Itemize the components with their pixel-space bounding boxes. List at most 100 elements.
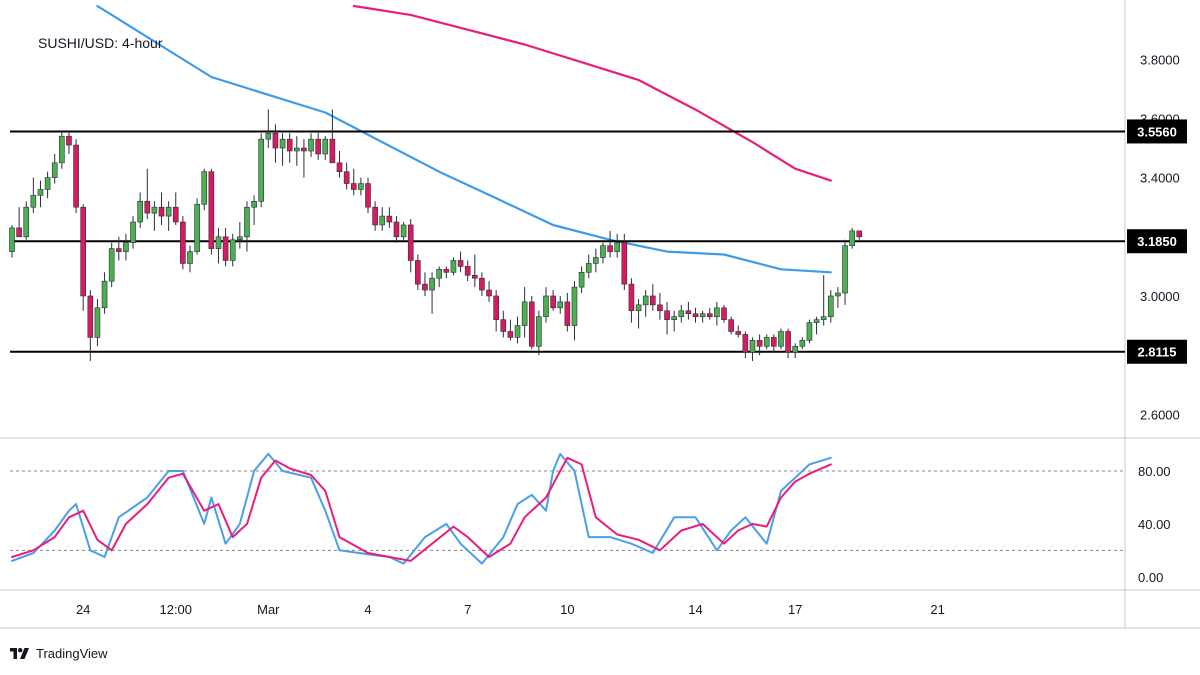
candle-bearish[interactable] [771,337,777,347]
candle-bearish[interactable] [301,147,307,152]
candle-bullish[interactable] [593,257,599,264]
candle-bearish[interactable] [365,183,371,208]
price-panel[interactable] [9,4,1126,362]
candle-bullish[interactable] [400,224,407,238]
candle-bullish[interactable] [600,245,606,258]
candle-bullish[interactable] [37,189,44,196]
candle-bullish[interactable] [585,263,592,273]
candle-bullish[interactable] [108,248,115,282]
candle-bullish[interactable] [521,301,528,326]
candle-bullish[interactable] [806,322,813,341]
candle-bearish[interactable] [664,310,670,320]
candle-bullish[interactable] [571,286,578,326]
candle-bearish[interactable] [721,307,727,320]
candle-bullish[interactable] [849,230,855,246]
candle-bearish[interactable] [372,206,378,226]
candle-bullish[interactable] [614,242,621,252]
candle-bullish[interactable] [578,272,585,288]
candle-bullish[interactable] [678,310,685,317]
candle-bullish[interactable] [820,316,827,320]
candle-bearish[interactable] [172,206,179,223]
candle-bearish[interactable] [464,266,471,276]
candle-bearish[interactable] [180,221,186,264]
candle-bullish[interactable] [130,221,136,244]
candle-bullish[interactable] [450,260,457,273]
candle-bullish[interactable] [279,138,286,149]
candle-bearish[interactable] [706,313,713,317]
candle-bearish[interactable] [471,274,478,279]
candle-bullish[interactable] [30,195,37,208]
candle-bullish[interactable] [44,177,51,190]
candle-bullish[interactable] [322,138,329,155]
candle-bearish[interactable] [80,206,86,297]
candle-bearish[interactable] [336,162,343,172]
candle-bullish[interactable] [251,200,257,208]
candle-bullish[interactable] [201,171,208,205]
candle-bearish[interactable] [393,221,400,238]
candle-bullish[interactable] [293,147,300,152]
candle-bearish[interactable] [728,319,734,332]
candle-bullish[interactable] [94,307,101,338]
candle-bearish[interactable] [756,340,763,347]
stochastic-panel[interactable] [11,452,832,565]
candle-bearish[interactable] [116,248,122,252]
candle-bullish[interactable] [543,295,549,317]
candle-bullish[interactable] [778,331,784,347]
candle-bearish[interactable] [856,230,863,238]
candle-bearish[interactable] [607,245,613,252]
candle-bullish[interactable] [101,280,108,309]
candle-bearish[interactable] [628,283,635,312]
moving-average-fast-line[interactable] [96,4,832,274]
candle-bullish[interactable] [194,203,200,252]
candle-bullish[interactable] [714,307,720,317]
candle-bullish[interactable] [842,245,848,294]
candle-bearish[interactable] [564,301,571,326]
candle-bullish[interactable] [258,138,265,202]
candle-bullish[interactable] [51,162,58,178]
candle-bearish[interactable] [486,289,492,297]
candle-bearish[interactable] [386,215,393,223]
candle-bullish[interactable] [9,227,15,252]
candle-bullish[interactable] [514,325,521,338]
candle-bullish[interactable] [635,304,642,312]
candle-bearish[interactable] [16,227,22,238]
candle-bullish[interactable] [59,135,65,164]
candle-bullish[interactable] [215,236,222,249]
candle-bearish[interactable] [66,135,72,146]
candle-bullish[interactable] [436,269,443,279]
candle-bearish[interactable] [479,277,485,291]
candle-bullish[interactable] [671,316,677,320]
candle-bearish[interactable] [742,334,749,353]
candle-bullish[interactable] [749,340,756,353]
candle-bullish[interactable] [23,206,30,238]
candle-bullish[interactable] [137,200,143,223]
candle-bullish[interactable] [379,215,386,226]
stochastic-k-line[interactable] [11,452,832,565]
candle-bearish[interactable] [735,331,742,335]
candle-bullish[interactable] [835,292,841,297]
candle-bearish[interactable] [493,295,499,320]
candle-bearish[interactable] [350,183,357,190]
candle-bearish[interactable] [621,242,628,285]
candle-bearish[interactable] [329,138,336,164]
candle-bullish[interactable] [187,251,193,264]
candle-bullish[interactable] [151,206,158,214]
candle-bullish[interactable] [358,183,364,190]
candle-bullish[interactable] [308,138,314,152]
candle-bearish[interactable] [649,295,656,306]
candle-bearish[interactable] [785,331,791,353]
candle-bearish[interactable] [73,144,79,208]
candle-bullish[interactable] [123,242,129,252]
candle-bullish[interactable] [265,132,272,140]
candle-bullish[interactable] [763,337,770,347]
candle-bearish[interactable] [158,206,165,217]
candle-bearish[interactable] [407,224,414,261]
candle-bullish[interactable] [244,206,250,238]
candle-bearish[interactable] [272,132,279,149]
candle-bearish[interactable] [550,295,556,309]
stochastic-d-line[interactable] [11,456,832,562]
candle-bullish[interactable] [557,301,564,309]
candle-bullish[interactable] [699,313,706,317]
candle-bearish[interactable] [657,304,663,312]
tradingview-logo[interactable]: TradingView [10,644,108,662]
